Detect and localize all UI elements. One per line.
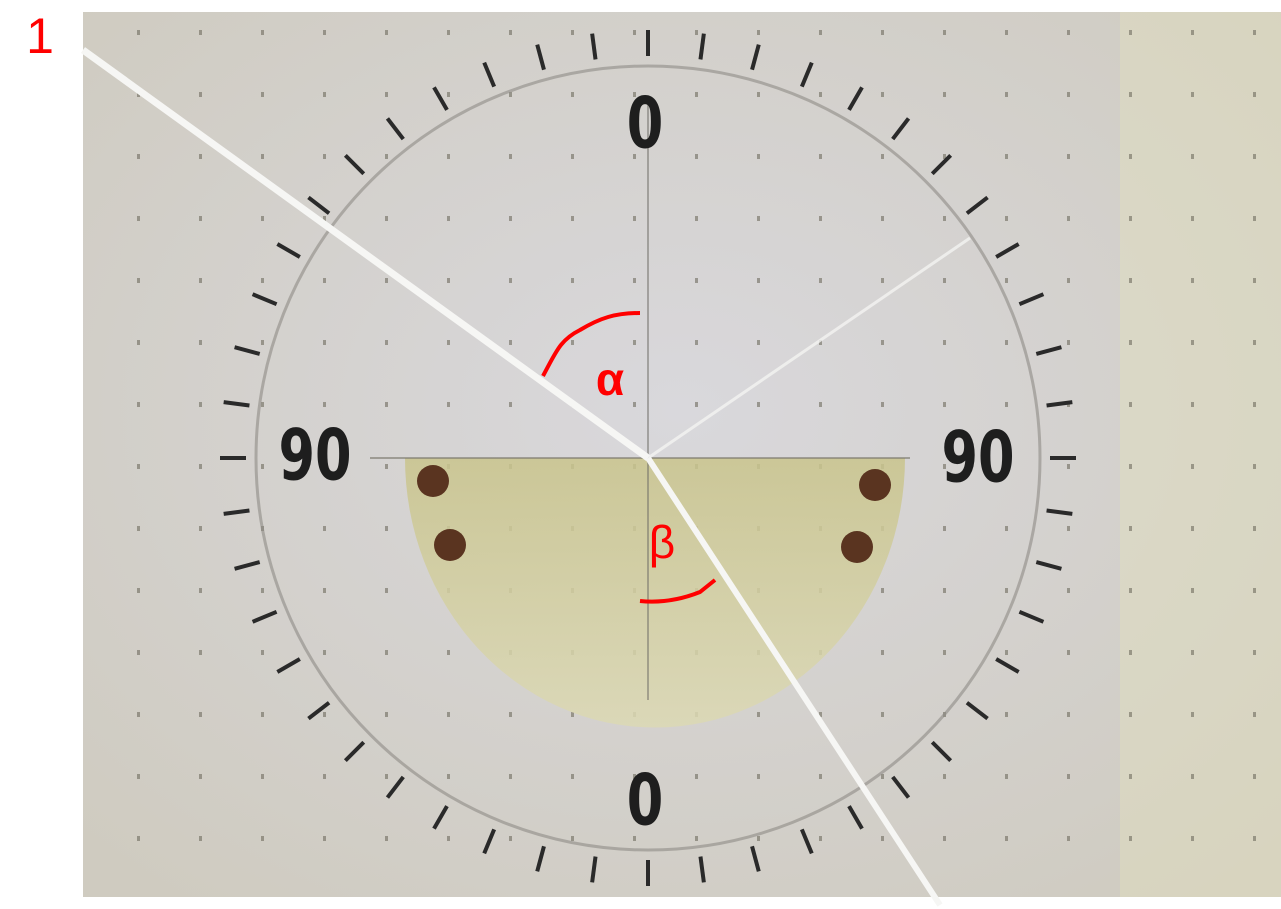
scale-label: 90 — [278, 415, 351, 496]
pin — [859, 469, 891, 501]
beta-label: β — [649, 516, 675, 568]
scale-label: 90 — [941, 417, 1014, 498]
figure-label: 1 — [26, 8, 54, 64]
dot-grid — [83, 12, 1281, 897]
pin — [841, 531, 873, 563]
scale-label: 0 — [627, 83, 664, 164]
scene: 0 90 90 0 α β 1 — [0, 0, 1281, 909]
pin — [434, 529, 466, 561]
alpha-label: α — [596, 353, 624, 405]
pin — [417, 465, 449, 497]
scale-label: 0 — [627, 760, 664, 841]
